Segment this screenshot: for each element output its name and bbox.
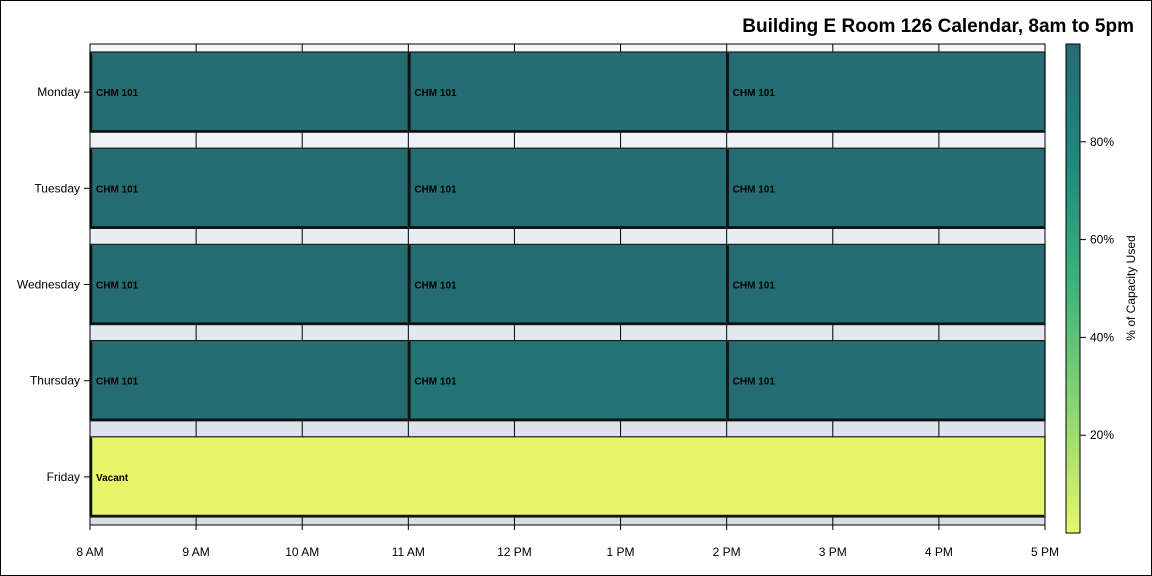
booking-block: CHM 101 xyxy=(407,147,728,229)
booking-label: CHM 101 xyxy=(733,377,776,388)
colorbar-tick-label: 40% xyxy=(1090,330,1114,344)
x-tick-label: 8 AM xyxy=(76,545,103,559)
booking-block: CHM 101 xyxy=(726,243,1046,326)
booking-label: CHM 101 xyxy=(733,88,776,99)
x-tick-label: 1 PM xyxy=(607,545,635,559)
y-tick-label: Wednesday xyxy=(17,278,80,292)
y-tick-label: Friday xyxy=(47,470,80,484)
colorbar-scale xyxy=(1065,43,1081,534)
booking-block: CHM 101 xyxy=(407,340,728,422)
booking-bar xyxy=(89,51,409,133)
y-tick-label: Tuesday xyxy=(34,181,80,195)
booking-block: CHM 101 xyxy=(89,51,409,133)
x-tick-label: 11 AM xyxy=(392,545,425,559)
booking-label: CHM 101 xyxy=(414,88,457,99)
booking-bar xyxy=(89,243,409,326)
x-tick-label: 12 PM xyxy=(497,545,532,559)
booking-bar xyxy=(89,340,409,422)
booking-bar xyxy=(726,147,1046,229)
x-axis: 8 AM 9 AM 10 AM 11 AM 12 PM 1 PM 2 PM 3 PM 4 PM 5… xyxy=(76,525,1059,559)
booking-label: CHM 101 xyxy=(96,184,139,195)
booking-block: CHM 101 xyxy=(89,147,409,229)
colorbar-tick-label: 20% xyxy=(1090,428,1114,442)
booking-block: CHM 101 xyxy=(407,51,728,133)
booking-label: CHM 101 xyxy=(733,184,776,195)
booking-bar xyxy=(407,340,728,422)
booking-label: CHM 101 xyxy=(414,184,457,195)
colorbar-tick-label: 60% xyxy=(1090,233,1114,247)
colorbar-label: % of Capacity Used xyxy=(1124,235,1138,340)
x-tick-label: 5 PM xyxy=(1031,545,1059,559)
booking-bar xyxy=(407,243,728,326)
booking-bar xyxy=(89,436,1046,518)
booking-block: CHM 101 xyxy=(726,51,1046,133)
booking-block: CHM 101 xyxy=(726,147,1046,229)
colorbar: % of Capacity Used 20% 40% 60% 80% xyxy=(1065,43,1138,534)
booking-label: Vacant xyxy=(96,473,129,484)
booking-bar xyxy=(89,147,409,229)
booking-label: CHM 101 xyxy=(414,377,457,388)
booking-bar xyxy=(726,51,1046,133)
booking-label: CHM 101 xyxy=(96,88,139,99)
booking-block: CHM 101 xyxy=(726,340,1046,422)
y-tick-label: Thursday xyxy=(30,374,80,388)
booking-block: CHM 101 xyxy=(89,243,409,326)
booking-label: CHM 101 xyxy=(96,281,139,292)
booking-label: CHM 101 xyxy=(414,281,457,292)
x-tick-label: 4 PM xyxy=(925,545,953,559)
booking-bar xyxy=(726,340,1046,422)
booking-bar xyxy=(407,51,728,133)
colorbar-tick-label: 80% xyxy=(1090,135,1114,149)
booking-block: CHM 101 xyxy=(407,243,728,326)
x-tick-label: 2 PM xyxy=(713,545,741,559)
booking-bar xyxy=(726,243,1046,326)
plot-area: CHM 101 CHM 101 CHM 101 CHM 101 CHM 101 CHM 1… xyxy=(89,43,1046,526)
y-axis: Monday Tuesday Wednesday Thursday Friday xyxy=(17,85,90,484)
booking-block: Vacant xyxy=(89,436,1046,518)
chart-title: Building E Room 126 Calendar, 8am to 5pm xyxy=(742,16,1134,37)
x-tick-label: 3 PM xyxy=(819,545,847,559)
x-tick-label: 9 AM xyxy=(182,545,209,559)
booking-label: CHM 101 xyxy=(733,281,776,292)
booking-block: CHM 101 xyxy=(89,340,409,422)
y-tick-label: Monday xyxy=(37,85,80,99)
x-tick-label: 10 AM xyxy=(285,545,319,559)
booking-label: CHM 101 xyxy=(96,377,139,388)
